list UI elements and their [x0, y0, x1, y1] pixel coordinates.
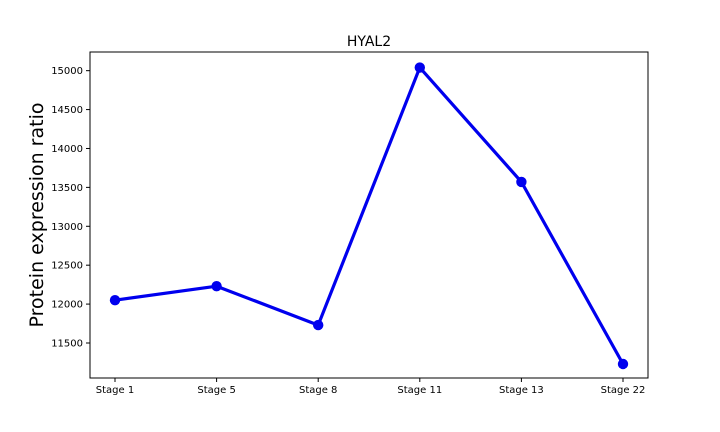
y-tick-label: 12500: [51, 261, 83, 272]
y-tick-label: 15000: [51, 66, 83, 77]
x-tick-label: Stage 22: [601, 385, 646, 396]
chart-title: HYAL2: [347, 34, 391, 50]
data-point: [109, 294, 121, 306]
x-tick-label: Stage 13: [499, 385, 544, 396]
x-tick-label: Stage 5: [197, 385, 235, 396]
plot-frame: [89, 51, 649, 379]
y-tick-label: 12000: [51, 300, 83, 311]
data-point: [211, 280, 222, 292]
x-axis: Stage 1 Stage 5 Stage 8 Stage 11 Stage 13 Sta…: [96, 378, 646, 396]
y-tick-label: 13500: [51, 183, 83, 194]
y-axis-label: Protein expression ratio: [26, 103, 48, 328]
data-point: [313, 319, 324, 331]
series-line: [114, 65, 625, 365]
y-tick-label: 11500: [51, 338, 83, 349]
data-point: [617, 358, 629, 370]
x-tick-label: Stage 1: [96, 385, 134, 396]
y-tick-label: 14000: [51, 144, 83, 155]
x-tick-label: Stage 11: [397, 385, 442, 396]
y-tick-label: 13000: [51, 222, 83, 233]
series-layer: [109, 62, 629, 370]
y-tick-label: 14500: [51, 105, 83, 116]
x-tick-label: Stage 8: [299, 385, 337, 396]
y-axis: 11500 12000 12500 13000 13500 14000 14500 15000: [51, 66, 90, 349]
data-point: [516, 176, 527, 188]
data-point: [414, 62, 425, 73]
